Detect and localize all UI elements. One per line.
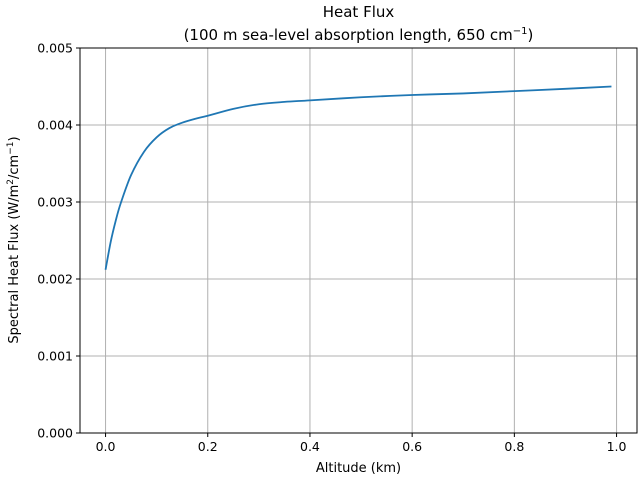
chart-subtitle: (100 m sea-level absorption length, 650 … <box>184 26 534 44</box>
grid <box>80 47 637 434</box>
y-tick-label: 0.003 <box>37 195 73 210</box>
plot-frame <box>79 47 638 434</box>
y-tick-label: 0.001 <box>37 349 73 364</box>
chart-title: Heat Flux <box>323 3 395 21</box>
y-tick-label: 0.005 <box>37 41 73 56</box>
series-layer <box>104 85 612 270</box>
heat-flux-series-line <box>104 85 612 270</box>
y-axis: 0.000 0.001 0.002 0.003 0.004 0.005 <box>37 41 80 441</box>
subtitle-superscript: −1 <box>513 26 528 37</box>
x-tick-label: 1.0 <box>607 439 627 454</box>
subtitle-close: ) <box>528 26 534 44</box>
x-tick-label: 0.4 <box>300 439 320 454</box>
y-label-sup-1: 2 <box>6 179 16 185</box>
y-tick-label: 0.002 <box>37 272 73 287</box>
y-tick-label: 0.004 <box>37 118 73 133</box>
y-axis-label: Spectral Heat Flux (W/m2/cm−1) <box>6 136 22 343</box>
x-tick-label: 0.8 <box>504 439 524 454</box>
y-label-close: ) <box>7 136 22 141</box>
y-tick-label: 0.000 <box>37 426 73 441</box>
x-tick-label: 0.6 <box>402 439 422 454</box>
y-label-sup-2: −1 <box>6 141 16 154</box>
x-tick-label: 0.2 <box>198 439 218 454</box>
x-axis: 0.0 0.2 0.4 0.6 0.8 1.0 <box>96 433 627 454</box>
y-label-text: Spectral Heat Flux (W/m <box>7 185 22 344</box>
y-label-mid: /cm <box>7 155 22 179</box>
subtitle-text: (100 m sea-level absorption length, 650 … <box>184 26 513 44</box>
x-tick-label: 0.0 <box>96 439 116 454</box>
x-axis-label: Altitude (km) <box>316 461 401 476</box>
